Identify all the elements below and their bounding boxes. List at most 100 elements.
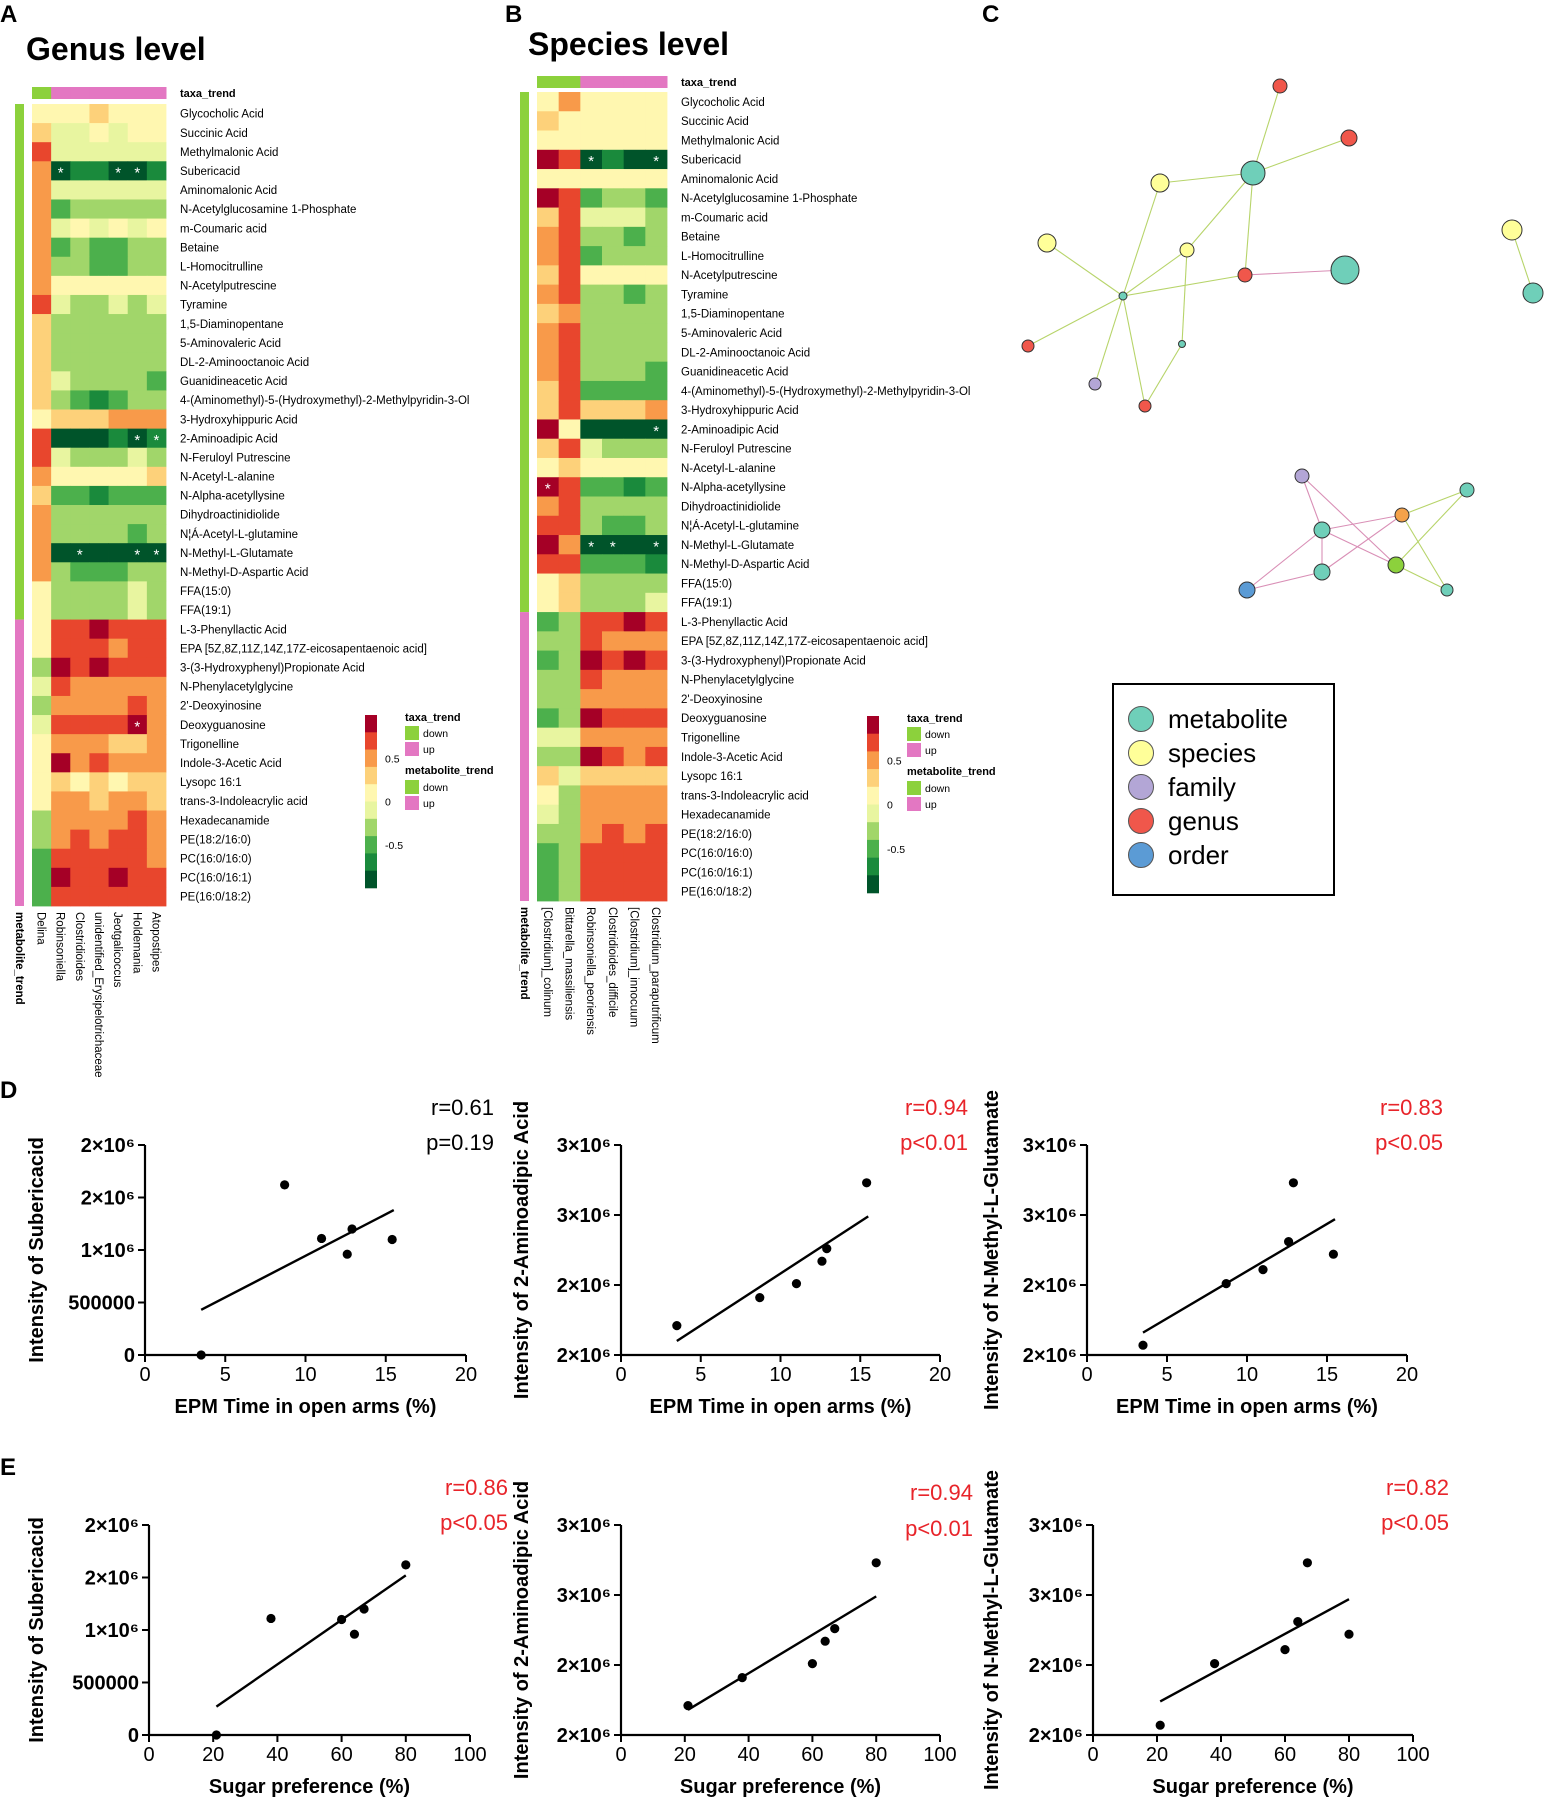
heatmap-cell (580, 804, 603, 825)
heatmap-cell (32, 161, 52, 181)
legend-label-metabolite-up: up (423, 798, 435, 810)
heatmap-cell (32, 294, 52, 315)
heatmap-cell (32, 848, 52, 869)
heatmap-cell (127, 772, 148, 792)
heatmap-cell (580, 496, 603, 517)
row-label: m-Coumaric acid (180, 223, 267, 235)
row-label: Hexadecanamide (681, 810, 771, 822)
legend-title-metabolite: metabolite_trend (405, 765, 494, 777)
x-tick-label: 20 (455, 1364, 477, 1386)
heatmap-cell (645, 303, 668, 324)
heatmap-cell (623, 727, 646, 748)
heatmap-cell (602, 804, 625, 825)
row-label: N-Phenylacetylglycine (180, 682, 293, 694)
heatmap-cell (580, 400, 603, 420)
heatmap-cell (108, 715, 129, 735)
legend-label-genus: genus (1168, 805, 1239, 836)
heatmap-cell (89, 256, 109, 277)
data-point (791, 1279, 802, 1289)
stat-r: r=0.94 (910, 1480, 973, 1505)
heatmap-cell (146, 753, 167, 773)
heatmap-cell (32, 333, 52, 353)
heatmap-cell (108, 352, 129, 372)
heatmap-cell (645, 535, 668, 555)
scatter-d2: 0 5 10 15 20 2×10⁶ 2×10⁶ 3×10⁶ 3×10⁶ EPM Time in … (511, 1095, 968, 1418)
heatmap-cell (70, 237, 90, 258)
heatmap-cell (602, 727, 625, 748)
heatmap-cell (32, 695, 52, 716)
genus-heatmap: taxa_trend Glycocholic Acid Succinic Acid M… (13, 87, 469, 1078)
x-tick-label: 15 (849, 1364, 871, 1386)
network-node-metabolite (1440, 583, 1454, 597)
heatmap-cell (51, 294, 71, 315)
heatmap-cell (51, 848, 71, 869)
heatmap-cell (51, 657, 71, 678)
heatmap-cell (623, 323, 646, 343)
scatter-e2: 0 20 40 60 80 100 2×10⁶ 2×10⁶ 3×10⁶ 3×10⁶ Sugar pr… (511, 1480, 973, 1798)
heatmap-cell (89, 791, 109, 811)
legend-swatch-family (1128, 774, 1154, 800)
data-point (1328, 1249, 1338, 1259)
heatmap-cell (146, 485, 167, 506)
heatmap-cell (70, 505, 90, 525)
heatmap-cell (558, 457, 581, 478)
heatmap-cell (146, 161, 167, 181)
legend-color-step (365, 732, 377, 750)
heatmap-cell (32, 371, 52, 391)
row-label: N-Acetyl-L-alanine (681, 463, 776, 475)
heatmap-cell (623, 535, 646, 555)
data-point (737, 1673, 747, 1683)
heatmap-cell (580, 265, 603, 286)
heatmap-cell (108, 562, 129, 582)
heatmap-cell (70, 409, 90, 430)
row-label: DL-2-Aminooctanoic Acid (681, 347, 810, 359)
heatmap-cell (623, 92, 646, 112)
row-label: Methylmalonic Acid (180, 147, 278, 159)
heatmap-cell (602, 226, 625, 247)
heatmap-cell (70, 619, 90, 640)
heatmap-cell (623, 207, 646, 228)
heatmap-cell (558, 477, 581, 497)
heatmap-cell (645, 284, 668, 305)
data-point (387, 1234, 397, 1245)
heatmap-cell (70, 390, 90, 410)
heatmap-cell (623, 111, 646, 131)
scatter-e3: 0 20 40 60 80 100 2×10⁶ 2×10⁶ 3×10⁶ 3×10⁶ Sugar pr… (981, 1470, 1449, 1798)
stat-r: r=0.61 (431, 1095, 494, 1120)
x-tick-label: 5 (220, 1364, 231, 1386)
heatmap-cell (127, 562, 148, 582)
heatmap-cell (645, 592, 668, 613)
data-point (1138, 1340, 1148, 1350)
heatmap-cell (127, 409, 148, 430)
heatmap-cell (146, 428, 167, 449)
y-tick-label: 2×10⁶ (1023, 1345, 1077, 1367)
heatmap-cell (602, 438, 625, 459)
row-label: 3-Hydroxyhippuric Acid (681, 405, 799, 417)
heatmap-cell (51, 734, 71, 754)
heatmap-cell (580, 708, 603, 729)
legend-color-step (867, 804, 879, 823)
row-label: EPA [5Z,8Z,11Z,14Z,17Z-eicosapentaenoic … (180, 643, 427, 655)
heatmap-cell (127, 333, 148, 353)
heatmap-cell (580, 881, 603, 902)
heatmap-cell (108, 275, 129, 296)
heatmap-cell (537, 400, 560, 420)
heatmap-cell (602, 207, 625, 228)
row-label: Deoxyguanosine (180, 720, 266, 732)
network-node-species (1037, 233, 1057, 253)
heatmap-cell (537, 573, 560, 594)
legend-swatch-genus (1128, 808, 1154, 834)
heatmap-cell (108, 218, 129, 239)
column-annotation-cell (580, 76, 603, 88)
heatmap-cell (32, 428, 52, 449)
legend-color-step (867, 786, 879, 805)
heatmap-cell (602, 535, 625, 555)
heatmap-cell (580, 207, 603, 228)
heatmap-cell (127, 810, 148, 831)
stat-p: p<0.01 (900, 1130, 968, 1155)
heatmap-cell (558, 785, 581, 806)
heatmap-cell (89, 867, 109, 888)
heatmap-cell (558, 265, 581, 286)
heatmap-cell (580, 457, 603, 478)
